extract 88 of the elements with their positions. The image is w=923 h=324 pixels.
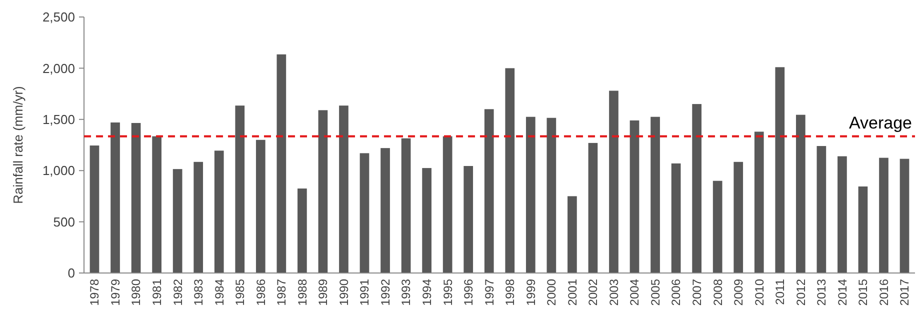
bar xyxy=(546,118,556,273)
bar xyxy=(712,180,722,273)
y-tick-label: 2,500 xyxy=(42,10,75,25)
x-tick-label: 1988 xyxy=(295,278,310,306)
bar xyxy=(816,146,826,273)
x-tick-label: 2008 xyxy=(710,278,725,306)
x-tick-label: 2010 xyxy=(752,278,766,306)
bar xyxy=(526,116,536,273)
x-tick-label: 2003 xyxy=(606,278,621,306)
x-tick-label: 1981 xyxy=(150,278,164,306)
x-tick-label: 1986 xyxy=(254,278,268,306)
x-tick-label: 2017 xyxy=(898,278,912,306)
x-tick-label: 1999 xyxy=(524,278,538,306)
x-tick-label: 2016 xyxy=(876,278,891,306)
x-tick-label: 1985 xyxy=(233,278,248,306)
x-tick-label: 2007 xyxy=(690,278,704,306)
bar xyxy=(505,68,515,273)
bar xyxy=(671,163,681,273)
x-tick-label: 1995 xyxy=(440,278,455,306)
bar xyxy=(172,169,182,273)
x-tick-label: 2000 xyxy=(544,278,559,306)
bar xyxy=(775,67,785,273)
y-tick-label: 500 xyxy=(53,214,75,230)
bar xyxy=(442,136,452,273)
bar xyxy=(298,188,307,273)
y-tick-label: 0 xyxy=(68,266,75,281)
bar xyxy=(609,90,618,273)
bar xyxy=(568,196,577,273)
bar xyxy=(90,146,100,273)
x-tick-label: 1996 xyxy=(462,278,476,306)
x-tick-label: 1990 xyxy=(336,278,351,306)
bar xyxy=(484,109,494,273)
x-tick-label: 2002 xyxy=(586,278,600,306)
bar xyxy=(235,106,245,273)
x-tick-label: 1989 xyxy=(316,278,330,306)
x-tick-label: 2015 xyxy=(856,278,870,306)
bar xyxy=(194,162,204,273)
x-tick-label: 2001 xyxy=(565,278,580,306)
bar xyxy=(276,54,286,273)
bar xyxy=(692,104,702,273)
bar xyxy=(152,136,162,273)
x-tick-label: 1979 xyxy=(108,278,122,306)
x-tick-label: 2004 xyxy=(628,278,642,306)
x-tick-label: 1992 xyxy=(378,278,392,306)
x-tick-label: 1983 xyxy=(192,278,206,306)
bar xyxy=(900,158,910,273)
x-tick-label: 1997 xyxy=(482,278,496,306)
x-tick-label: 2011 xyxy=(773,278,788,305)
x-tick-label: 1978 xyxy=(88,278,102,306)
bar xyxy=(339,106,348,273)
bar xyxy=(110,122,120,273)
x-tick-label: 1987 xyxy=(274,278,289,306)
bar xyxy=(360,153,370,273)
x-tick-label: 1984 xyxy=(212,278,226,306)
bar xyxy=(214,150,224,273)
bar xyxy=(879,158,888,273)
x-tick-label: 1993 xyxy=(399,278,414,306)
y-axis-title: Rainfall rate (mm/yr) xyxy=(10,86,26,204)
bar xyxy=(858,186,868,273)
x-tick-label: 2006 xyxy=(669,278,684,306)
x-tick-label: 1994 xyxy=(420,278,434,306)
x-tick-label: 1982 xyxy=(170,278,185,306)
bar xyxy=(796,114,806,273)
bar xyxy=(422,168,432,273)
bar xyxy=(734,162,744,273)
bar xyxy=(318,110,328,273)
x-tick-label: 2012 xyxy=(794,278,808,306)
x-tick-label: 2014 xyxy=(835,278,850,306)
x-tick-label: 1998 xyxy=(503,278,518,306)
bar xyxy=(464,166,474,273)
bar xyxy=(630,120,640,273)
bar xyxy=(131,122,141,273)
bar xyxy=(256,140,266,273)
x-tick-label: 1980 xyxy=(129,278,144,306)
y-tick-label: 1,000 xyxy=(42,163,75,178)
x-tick-label: 2005 xyxy=(648,278,662,306)
ref-line-label: Average xyxy=(848,113,912,132)
x-tick-label: 1991 xyxy=(358,278,372,306)
bar xyxy=(838,156,847,273)
bar xyxy=(650,116,660,273)
y-tick-label: 2,000 xyxy=(42,60,75,76)
bar xyxy=(380,148,390,273)
x-tick-label: 2013 xyxy=(814,278,829,306)
y-tick-label: 1,500 xyxy=(42,112,75,127)
bar xyxy=(588,142,598,273)
x-tick-label: 2009 xyxy=(732,278,746,306)
bar xyxy=(401,138,411,273)
bar xyxy=(754,132,764,273)
